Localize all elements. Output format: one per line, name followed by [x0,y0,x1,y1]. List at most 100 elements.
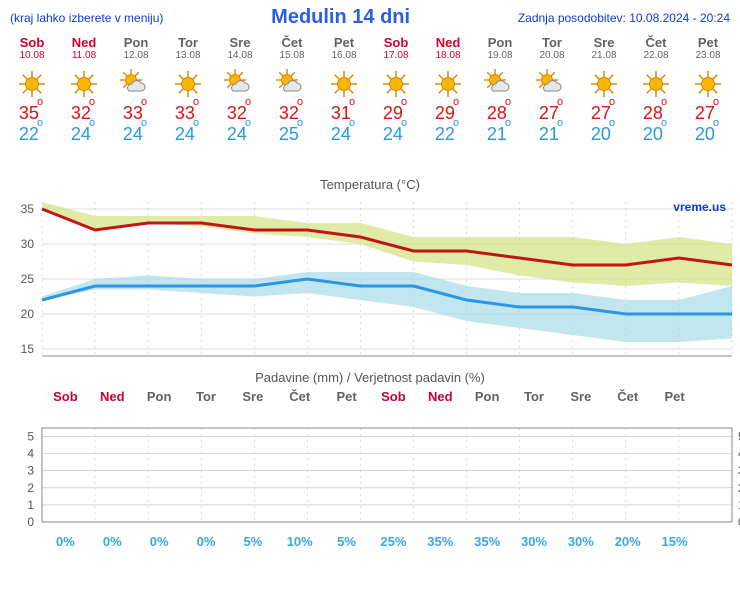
day-label: Ned11.08 [58,35,110,61]
day-labels-row: Sob10.08Ned11.08Pon12.08Tor13.08Sre14.08… [0,31,740,61]
day-label: Pet16.08 [318,35,370,61]
day-date: 15.08 [266,50,318,61]
sun-icon [370,67,422,101]
high-temp-cell: 33o [110,103,162,124]
precip-percent-cell: 25% [370,534,417,549]
high-temp-cell: 32o [214,103,266,124]
precip-day-label: Ned [417,389,464,404]
day-of-week: Tor [526,35,578,50]
precip-day-label: Čet [604,389,651,404]
chart-credit: vreme.us [673,200,726,214]
high-temp-cell: 35o [6,103,58,124]
precip-percent-cell: 35% [464,534,511,549]
precip-day-label: Pet [323,389,370,404]
low-temp-cell: 24o [162,124,214,145]
precip-day-label: Pet [651,389,698,404]
day-label: Ned18.08 [422,35,474,61]
sun-icon [578,67,630,101]
header-row: (kraj lahko izberete v meniju) Medulin 1… [0,0,740,31]
precip-percent-cell: 0% [89,534,136,549]
day-of-week: Čet [630,35,682,50]
page-title: Medulin 14 dni [271,6,410,29]
precip-percent-cell: 35% [417,534,464,549]
sun-icon [318,67,370,101]
low-temps-row: 22o24o24o24o24o25o24o24o22o21o21o20o20o2… [0,124,740,145]
day-label: Pet23.08 [682,35,734,61]
day-label: Pon12.08 [110,35,162,61]
day-label: Sob17.08 [370,35,422,61]
precip-percent-cell: 0% [136,534,183,549]
svg-text:3: 3 [27,464,34,478]
low-temp-cell: 24o [318,124,370,145]
high-temp-cell: 33o [162,103,214,124]
day-date: 19.08 [474,50,526,61]
precip-percent-cell: 0% [183,534,230,549]
temperature-chart-section: Temperatura (°C) 1520253035 vreme.us [0,173,740,366]
last-updated: Zadnja posodobitev: 10.08.2024 - 20:24 [518,11,730,25]
day-date: 11.08 [58,50,110,61]
precip-percent-cell: 30% [557,534,604,549]
precip-day-labels: SobNedPonTorSreČetPetSobNedPonTorSreČetP… [0,389,740,404]
low-temp-cell: 22o [422,124,474,145]
temperature-chart-svg: 1520253035 [0,196,740,366]
day-date: 22.08 [630,50,682,61]
sun-cloud-icon [110,67,162,101]
low-temp-cell: 20o [630,124,682,145]
sun-cloud-icon [474,67,526,101]
temperature-chart-box: 1520253035 vreme.us [0,196,740,366]
high-temp-cell: 28o [630,103,682,124]
weather-icons-row [0,61,740,103]
day-of-week: Ned [422,35,474,50]
sun-icon [6,67,58,101]
svg-text:5: 5 [27,430,34,444]
precip-percent-cell: 30% [511,534,558,549]
precip-percent-row: 0%0%0%0%5%10%5%25%35%35%30%30%20%15% [0,534,740,549]
precip-percent-cell: 10% [276,534,323,549]
day-label: Čet15.08 [266,35,318,61]
last-updated-value: 10.08.2024 - 20:24 [629,11,730,25]
day-date: 20.08 [526,50,578,61]
day-label: Sre14.08 [214,35,266,61]
weather-14-day: (kraj lahko izberete v meniju) Medulin 1… [0,0,740,549]
svg-text:2: 2 [27,481,34,495]
precip-day-label: Čet [276,389,323,404]
day-of-week: Sre [214,35,266,50]
day-label: Tor13.08 [162,35,214,61]
low-temp-cell: 24o [370,124,422,145]
day-date: 23.08 [682,50,734,61]
high-temp-cell: 29o [370,103,422,124]
high-temp-cell: 27o [526,103,578,124]
day-of-week: Pon [110,35,162,50]
precip-percent-cell: 0% [42,534,89,549]
precip-day-label: Tor [511,389,558,404]
low-temp-cell: 22o [6,124,58,145]
day-label: Sre21.08 [578,35,630,61]
sun-cloud-icon [526,67,578,101]
day-date: 13.08 [162,50,214,61]
svg-text:15: 15 [21,342,35,356]
high-temp-cell: 32o [58,103,110,124]
day-of-week: Pet [318,35,370,50]
precip-day-label: Sre [229,389,276,404]
precip-percent-cell: 20% [604,534,651,549]
low-temp-cell: 21o [474,124,526,145]
svg-text:1: 1 [27,498,34,512]
sun-icon [630,67,682,101]
precip-percent-cell: 15% [651,534,698,549]
sun-icon [682,67,734,101]
day-label: Čet22.08 [630,35,682,61]
day-date: 18.08 [422,50,474,61]
day-of-week: Sob [370,35,422,50]
precip-day-label: Tor [183,389,230,404]
day-date: 21.08 [578,50,630,61]
svg-text:25: 25 [21,272,35,286]
day-date: 17.08 [370,50,422,61]
precip-day-label: Sre [557,389,604,404]
low-temp-cell: 24o [214,124,266,145]
last-updated-prefix: Zadnja posodobitev: [518,11,626,25]
day-of-week: Ned [58,35,110,50]
day-of-week: Sre [578,35,630,50]
precip-chart-title: Padavine (mm) / Verjetnost padavin (%) [0,366,740,389]
low-temp-cell: 24o [110,124,162,145]
precip-percent-cell: 5% [323,534,370,549]
